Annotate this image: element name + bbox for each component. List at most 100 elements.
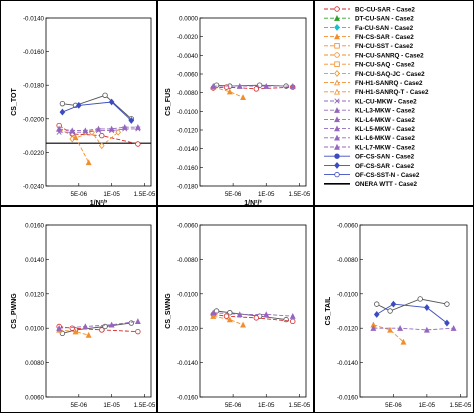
x-tick-label: 5E-06 <box>225 191 242 198</box>
legend-item: KL-L6-MKW - Case2 <box>324 134 415 142</box>
series <box>210 312 247 328</box>
y-tick-label: -0.0160 <box>337 395 359 402</box>
data-point <box>85 159 92 166</box>
series-line <box>62 322 132 334</box>
legend-label: OF-CS-SAN - Case2 <box>355 154 415 161</box>
data-point <box>253 315 260 321</box>
series-line <box>213 312 293 317</box>
legend-label: FN-H1-SANRQ-T - Case2 <box>355 89 429 96</box>
y-axis-label: CS_FUS <box>165 88 172 116</box>
legend-swatch-marker <box>334 98 340 104</box>
legend-item: FN-CU-SST - Case2 <box>324 43 414 50</box>
legend-swatch-marker <box>334 15 340 21</box>
plot-area <box>199 17 307 187</box>
y-tick-label: -0.0100 <box>177 291 199 298</box>
legend-label: FN-CU-SAQ - Case2 <box>355 62 415 69</box>
data-point <box>56 129 62 135</box>
data-point <box>82 129 88 135</box>
data-point <box>99 132 105 139</box>
legend-label: BC-CU-SAR - Case2 <box>355 6 415 13</box>
data-point <box>223 313 230 319</box>
data-point <box>444 301 450 307</box>
data-point <box>256 82 263 88</box>
series <box>69 128 122 150</box>
data-point <box>424 304 430 311</box>
legend-item: KL-L5-MKW - Case2 <box>324 125 415 133</box>
data-point <box>400 338 407 345</box>
legend-swatch-marker <box>334 116 340 123</box>
y-axis-label: CS_TOT <box>11 88 18 116</box>
y-tick-label: -0.0140 <box>23 16 45 23</box>
plot-area <box>359 224 468 398</box>
legend-swatch-marker <box>334 161 340 169</box>
y-tick-label: -0.0080 <box>177 257 199 264</box>
x-tick-label: 1.5E-05 <box>289 191 311 198</box>
data-point <box>72 328 79 335</box>
data-point <box>444 319 450 327</box>
series <box>213 308 289 323</box>
legend-swatch-marker <box>334 69 340 77</box>
legend-item: OF-CS-SAN - Case2 <box>324 153 415 161</box>
legend-item: KL-L3-MKW - Case2 <box>324 107 415 115</box>
legend-swatch-marker <box>334 33 340 40</box>
data-point <box>69 325 75 331</box>
data-point <box>115 128 122 136</box>
data-point <box>72 134 79 140</box>
data-point <box>374 301 380 307</box>
y-tick-label: -0.0180 <box>177 184 199 191</box>
legend-swatch-marker <box>334 43 340 49</box>
y-tick-label: -0.0060 <box>337 223 359 230</box>
series-line <box>373 327 454 331</box>
legend-item: KL-L4-MKW - Case2 <box>324 116 415 124</box>
data-point <box>226 88 233 95</box>
series-line <box>72 131 119 147</box>
y-tick-label: -0.0100 <box>177 109 199 116</box>
series-line <box>213 313 293 322</box>
series <box>370 321 407 345</box>
y-axis-label: CS_PWNG <box>11 293 18 329</box>
y-tick-label: -0.0160 <box>177 165 199 172</box>
x-tick-label: 5E-06 <box>71 402 88 409</box>
legend-item: FN-H1-SANRQ-T - Case2 <box>324 88 429 96</box>
data-point <box>289 312 296 319</box>
y-tick-label: -0.0140 <box>177 360 199 367</box>
legend-swatch-marker <box>334 79 340 86</box>
y-axis-label: CS_SWNG <box>165 293 172 329</box>
legend-swatch-marker <box>334 61 340 67</box>
legend-label: FN-CU-SAQ-JC - Case2 <box>355 71 425 78</box>
data-point <box>397 325 404 331</box>
legend-swatch-marker <box>334 171 340 178</box>
y-tick-label: -0.0100 <box>337 291 359 298</box>
chart-cs-swng: -0.0060 -0.0080 -0.0100 -0.0120 -0.0140 -0.01… <box>165 223 311 410</box>
plot-area <box>199 224 307 398</box>
data-point <box>226 316 233 323</box>
data-point <box>423 326 430 333</box>
legend-label: KL-CU-MKW - Case2 <box>355 98 417 105</box>
series <box>210 82 296 89</box>
data-point <box>82 323 89 330</box>
data-point <box>387 326 394 333</box>
y-tick-label: -0.0160 <box>177 395 199 402</box>
data-point <box>134 318 141 325</box>
x-tick-label: 1.5E-05 <box>289 402 311 409</box>
legend-swatch-marker <box>334 6 340 12</box>
series <box>210 309 296 319</box>
x-tick-label: 1E-05 <box>103 191 120 198</box>
chart-cs-pwng: 0.0160 0.0140 0.0120 0.0100 0.0080 0.0060 5E-0… <box>11 223 156 410</box>
legend-item: ONERA WTT - Case2 <box>324 181 418 188</box>
x-tick-label: 5E-06 <box>385 402 402 409</box>
legend-label: KL-L5-MKW - Case2 <box>355 126 415 133</box>
data-point <box>263 311 270 318</box>
plot-area <box>45 17 152 187</box>
panel-frame-4 <box>0 206 157 413</box>
x-tick-label: 1E-05 <box>258 402 275 409</box>
data-point <box>290 318 296 325</box>
legend-swatch-marker <box>334 107 340 113</box>
legend-label: FN-H1-SANRQ - Case2 <box>355 80 423 87</box>
legend-label: ONERA WTT - Case2 <box>355 181 418 188</box>
y-tick-label: -0.0220 <box>23 150 45 157</box>
legend-label: FN-CU-SST - Case2 <box>355 43 414 50</box>
series-line <box>376 303 448 324</box>
legend-swatch-marker <box>334 23 340 31</box>
